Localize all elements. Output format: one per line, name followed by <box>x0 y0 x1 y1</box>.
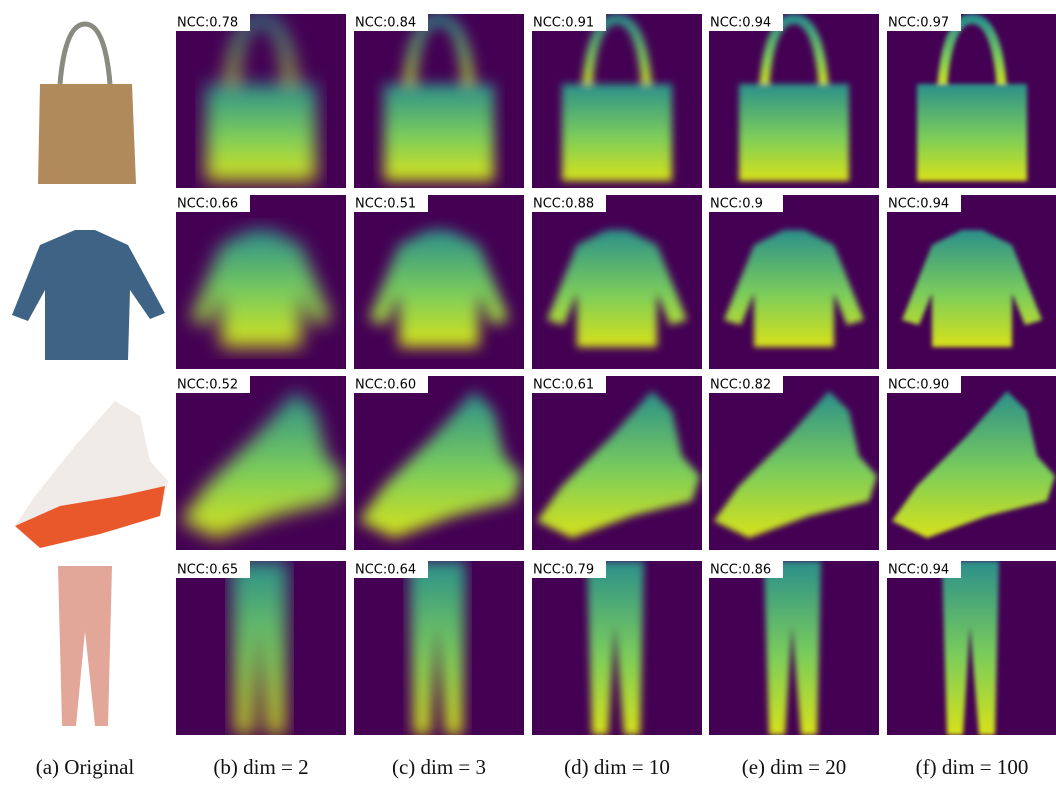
reconstruction: NCC:0.94 <box>887 195 1056 369</box>
ncc-label: NCC:0.65 <box>177 563 238 578</box>
original-image <box>12 230 165 360</box>
ncc-label: NCC:0.91 <box>533 16 594 31</box>
shape <box>206 84 316 181</box>
reconstruction: NCC:0.64 <box>354 561 524 735</box>
column-caption: (d) dim = 10 <box>564 755 670 779</box>
ncc-label: NCC:0.94 <box>710 16 771 31</box>
ncc-label: NCC:0.90 <box>888 378 949 393</box>
column-caption: (e) dim = 20 <box>742 755 847 779</box>
reconstruction: NCC:0.65 <box>176 561 346 735</box>
shape <box>562 84 672 181</box>
reconstruction: NCC:0.66 <box>176 195 346 369</box>
reconstruction: NCC:0.61 <box>532 376 702 550</box>
reconstruction: NCC:0.60 <box>354 376 524 550</box>
ncc-label: NCC:0.94 <box>888 197 949 212</box>
figure: NCC:0.78 NCC:0.84 NCC:0.91 NCC:0.94 NCC:0.97… <box>0 0 1056 785</box>
ncc-label: NCC:0.60 <box>355 378 416 393</box>
reconstruction: NCC:0.78 <box>176 14 346 188</box>
shape <box>739 84 849 181</box>
ncc-label: NCC:0.64 <box>355 563 416 578</box>
column-caption: (c) dim = 3 <box>392 755 486 779</box>
shape <box>60 24 110 84</box>
original-image <box>58 566 112 726</box>
reconstruction: NCC:0.84 <box>354 14 524 188</box>
column-caption: (a) Original <box>36 755 135 779</box>
shape <box>38 84 136 184</box>
reconstruction: NCC:0.52 <box>176 376 346 550</box>
column-caption: (f) dim = 100 <box>916 755 1029 779</box>
ncc-label: NCC:0.84 <box>355 16 416 31</box>
original-image <box>38 24 136 184</box>
reconstruction: NCC:0.88 <box>532 195 702 369</box>
reconstruction: NCC:0.90 <box>887 376 1056 550</box>
reconstruction: NCC:0.79 <box>532 561 702 735</box>
ncc-label: NCC:0.52 <box>177 378 238 393</box>
shape <box>384 84 494 181</box>
shape <box>12 230 165 360</box>
ncc-label: NCC:0.61 <box>533 378 594 393</box>
ncc-label: NCC:0.79 <box>533 563 594 578</box>
reconstruction: NCC:0.51 <box>354 195 524 369</box>
ncc-label: NCC:0.82 <box>710 378 771 393</box>
ncc-label: NCC:0.66 <box>177 197 238 212</box>
ncc-label: NCC:0.78 <box>177 16 238 31</box>
column-caption: (b) dim = 2 <box>213 755 308 779</box>
reconstruction: NCC:0.91 <box>532 14 702 188</box>
ncc-label: NCC:0.97 <box>888 16 949 31</box>
shape <box>917 84 1027 181</box>
reconstruction: NCC:0.86 <box>709 561 879 735</box>
reconstruction: NCC:0.94 <box>887 561 1056 735</box>
reconstruction: NCC:0.94 <box>709 14 879 188</box>
reconstruction: NCC:0.82 <box>709 376 879 550</box>
reconstruction: NCC:0.97 <box>887 14 1056 188</box>
ncc-label: NCC:0.94 <box>888 563 949 578</box>
ncc-label: NCC:0.88 <box>533 197 594 212</box>
ncc-label: NCC:0.86 <box>710 563 771 578</box>
ncc-label: NCC:0.51 <box>355 197 416 212</box>
original-image <box>15 401 168 548</box>
ncc-label: NCC:0.9 <box>710 197 763 212</box>
shape <box>58 566 112 726</box>
reconstruction: NCC:0.9 <box>709 195 879 369</box>
